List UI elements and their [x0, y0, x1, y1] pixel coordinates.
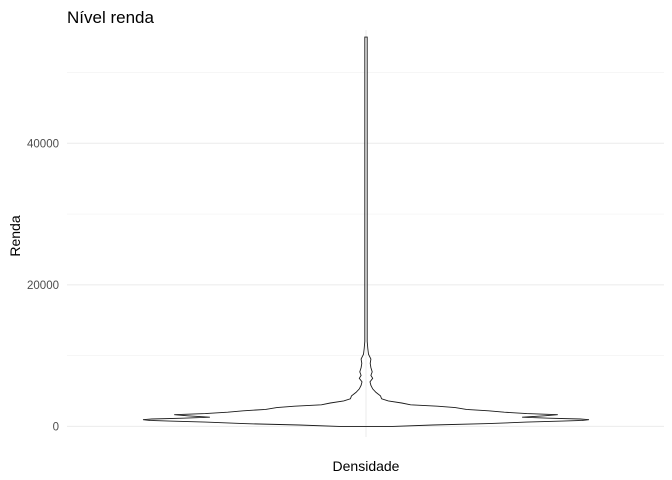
- violin-shape: [142, 36, 590, 427]
- y-tick-label: 0: [53, 421, 59, 433]
- chart-title: Nível renda: [67, 8, 154, 27]
- y-axis-title: Renda: [7, 215, 23, 256]
- x-axis-title: Densidade: [333, 458, 400, 474]
- grid-lines: [67, 30, 664, 437]
- y-tick-label: 20000: [27, 280, 59, 292]
- y-axis-ticks: 0 20000 40000: [27, 138, 59, 433]
- y-tick-label: 40000: [27, 138, 59, 150]
